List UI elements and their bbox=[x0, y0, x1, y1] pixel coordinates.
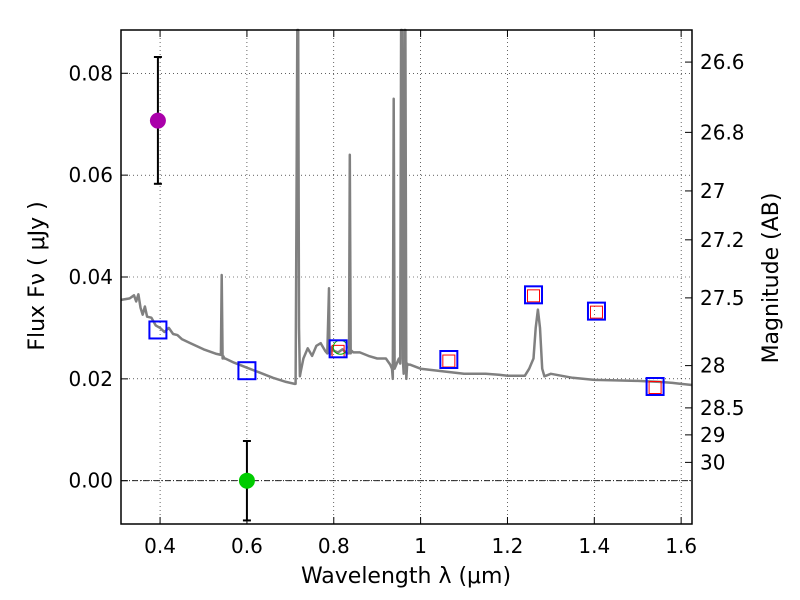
y-tick-label: 0.02 bbox=[68, 367, 113, 391]
y-tick-label: 0.04 bbox=[68, 265, 113, 289]
marker-layer bbox=[148, 55, 665, 522]
model-point bbox=[442, 354, 456, 368]
x-tick-label: 1.4 bbox=[578, 534, 610, 558]
x-tick-label: 0.8 bbox=[318, 534, 350, 558]
model-point bbox=[648, 381, 662, 395]
bandpass-marker bbox=[328, 339, 348, 359]
y-right-axis-title: Magnitude (AB) bbox=[759, 193, 784, 364]
spectrum-line bbox=[120, 28, 693, 387]
mag-tick-label: 27.2 bbox=[700, 228, 745, 252]
x-axis-title: Wavelength λ (μm) bbox=[301, 564, 511, 589]
x-tick-label: 1.6 bbox=[665, 534, 697, 558]
mag-tick-label: 30 bbox=[700, 450, 725, 474]
x-tick-label: 1 bbox=[414, 534, 427, 558]
non-detection-point bbox=[238, 472, 255, 489]
y-tick-label: 0.00 bbox=[68, 469, 113, 493]
bandpass-marker bbox=[586, 301, 606, 321]
spectrum-layer bbox=[120, 28, 693, 387]
mag-tick-label: 26.6 bbox=[700, 50, 745, 74]
y-tick-label: 0.08 bbox=[68, 61, 113, 85]
x-tick-label: 1.2 bbox=[492, 534, 524, 558]
bandpass-marker bbox=[524, 285, 544, 305]
label-layer: 0.4 0.6 0.8 1 1.2 1.4 1.6 0.00 0.02 0.04 0.06 0.08 2… bbox=[68, 50, 744, 558]
mag-tick-label: 26.8 bbox=[700, 120, 745, 144]
x-tick-label: 0.6 bbox=[231, 534, 263, 558]
model-point bbox=[589, 305, 603, 319]
y-axis-title: Flux Fν ( μJy ) bbox=[25, 201, 50, 350]
mag-tick-label: 29 bbox=[700, 423, 725, 447]
mag-tick-label: 28.5 bbox=[700, 396, 745, 420]
model-point bbox=[527, 289, 541, 303]
bandpass-marker bbox=[237, 361, 257, 381]
y-tick-label: 0.06 bbox=[68, 163, 113, 187]
x-tick-label: 0.4 bbox=[144, 534, 176, 558]
tick-layer bbox=[121, 30, 692, 524]
bandpass-marker bbox=[148, 320, 168, 340]
mag-tick-label: 27.5 bbox=[700, 286, 745, 310]
mag-tick-label: 28 bbox=[700, 354, 725, 378]
detection-point bbox=[149, 112, 166, 129]
bandpass-marker bbox=[439, 350, 459, 370]
mag-tick-label: 27 bbox=[700, 179, 725, 203]
bandpass-marker bbox=[645, 376, 665, 396]
